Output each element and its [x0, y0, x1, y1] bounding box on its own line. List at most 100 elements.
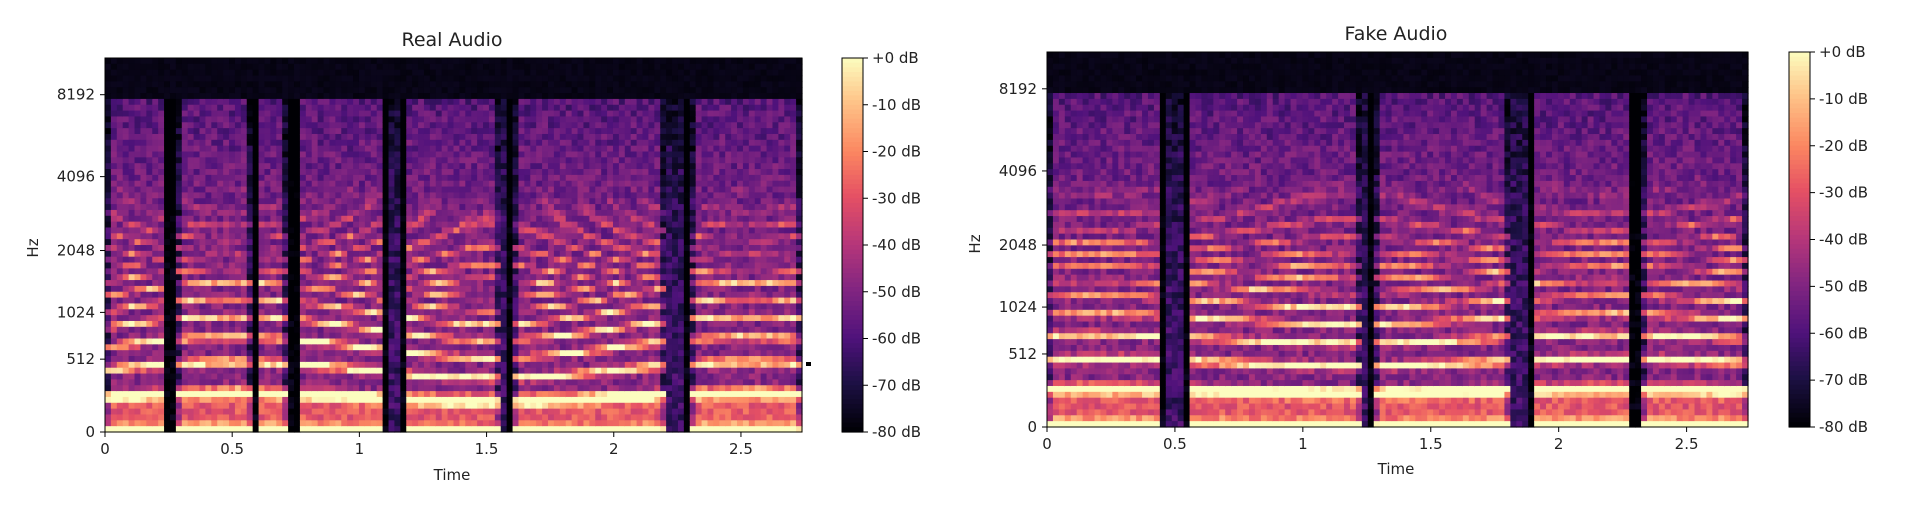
- heatmap-cell: [364, 180, 372, 188]
- heatmap-cell: [471, 93, 478, 100]
- heatmap-cell: [353, 209, 360, 217]
- heatmap-cell: [252, 426, 260, 433]
- heatmap-cell: [370, 338, 378, 345]
- heatmap-cell: [246, 233, 254, 240]
- heatmap-cell: [406, 309, 413, 316]
- heatmap-cell: [329, 81, 336, 88]
- heatmap-cell: [435, 373, 443, 380]
- heatmap-cell: [234, 145, 242, 153]
- heatmap-cell: [518, 163, 525, 170]
- heatmap-cell: [429, 69, 437, 77]
- heatmap-cell: [471, 280, 478, 287]
- heatmap-cell: [559, 408, 567, 416]
- heatmap-cell: [270, 233, 277, 240]
- heatmap-cell: [193, 227, 201, 234]
- heatmap-cell: [258, 145, 266, 153]
- heatmap-cell: [282, 133, 289, 141]
- heatmap-cell: [447, 280, 455, 287]
- heatmap-cell: [465, 285, 472, 293]
- heatmap-cell: [211, 256, 218, 264]
- heatmap-cell: [329, 174, 336, 182]
- heatmap-cell: [181, 297, 189, 305]
- heatmap-cell: [394, 379, 401, 386]
- heatmap-cell: [559, 367, 567, 375]
- heatmap-cell: [311, 198, 319, 205]
- heatmap-cell: [294, 256, 301, 264]
- heatmap-cell: [347, 75, 354, 82]
- heatmap-cell: [187, 58, 195, 65]
- heatmap-cell: [223, 338, 230, 345]
- heatmap-cell: [246, 373, 254, 380]
- heatmap-cell: [211, 245, 218, 252]
- heatmap-cell: [465, 402, 472, 410]
- heatmap-cell: [311, 157, 319, 164]
- heatmap-cell: [388, 69, 396, 77]
- heatmap-cell: [199, 98, 207, 106]
- heatmap-cell: [305, 69, 313, 77]
- heatmap-cell: [500, 320, 508, 328]
- heatmap-cell: [270, 396, 277, 404]
- heatmap-cell: [223, 63, 230, 71]
- heatmap-cell: [158, 87, 165, 94]
- heatmap-cell: [382, 385, 390, 392]
- heatmap-cell: [358, 367, 366, 375]
- heatmap-cell: [447, 145, 455, 153]
- heatmap-cell: [282, 285, 289, 293]
- heatmap-cell: [435, 81, 443, 88]
- heatmap-cell: [164, 361, 171, 369]
- heatmap-cell: [471, 356, 478, 363]
- heatmap-cell: [305, 373, 313, 380]
- heatmap-cell: [542, 128, 549, 135]
- heatmap-cell: [530, 209, 537, 217]
- heatmap-cell: [376, 320, 384, 328]
- heatmap-cell: [276, 204, 283, 211]
- heatmap-cell: [146, 128, 153, 135]
- heatmap-cell: [175, 262, 183, 269]
- heatmap-cell: [140, 414, 147, 421]
- heatmap-cell: [400, 391, 407, 398]
- heatmap-cell: [335, 163, 342, 170]
- heatmap-cell: [181, 227, 189, 234]
- heatmap-cell: [217, 198, 224, 205]
- heatmap-cell: [276, 326, 283, 334]
- heatmap-cell: [258, 297, 266, 305]
- heatmap-cell: [323, 180, 331, 188]
- heatmap-cell: [116, 291, 124, 299]
- heatmap-cell: [199, 315, 207, 322]
- heatmap-cell: [441, 426, 449, 433]
- heatmap-cell: [553, 414, 561, 421]
- heatmap-cell: [164, 379, 171, 386]
- heatmap-cell: [376, 139, 384, 147]
- heatmap-cell: [553, 98, 561, 106]
- heatmap-cell: [294, 128, 301, 135]
- heatmap-cell: [175, 245, 183, 252]
- heatmap-cell: [252, 133, 260, 141]
- heatmap-cell: [229, 320, 236, 328]
- heatmap-cell: [406, 256, 413, 264]
- heatmap-cell: [506, 315, 514, 322]
- heatmap-cell: [329, 332, 336, 340]
- heatmap-cell: [252, 69, 260, 77]
- heatmap-cell: [459, 361, 466, 369]
- heatmap-cell: [394, 58, 401, 65]
- heatmap-cell: [258, 133, 266, 141]
- heatmap-cell: [317, 396, 325, 404]
- heatmap-cell: [128, 192, 136, 199]
- heatmap-cell: [240, 274, 248, 281]
- heatmap-cell: [441, 391, 449, 398]
- heatmap-cell: [258, 192, 266, 199]
- heatmap-cell: [394, 250, 401, 258]
- heatmap-cell: [477, 98, 484, 106]
- heatmap-cell: [288, 169, 295, 176]
- heatmap-cell: [140, 408, 147, 416]
- heatmap-cell: [412, 215, 419, 223]
- heatmap-cell: [246, 227, 254, 234]
- heatmap-cell: [158, 157, 165, 164]
- heatmap-cell: [400, 198, 407, 205]
- heatmap-cell: [187, 426, 195, 433]
- heatmap-cell: [317, 209, 325, 217]
- heatmap-cell: [459, 245, 466, 252]
- heatmap-cell: [164, 285, 171, 293]
- heatmap-cell: [164, 128, 171, 135]
- heatmap-cell: [229, 245, 236, 252]
